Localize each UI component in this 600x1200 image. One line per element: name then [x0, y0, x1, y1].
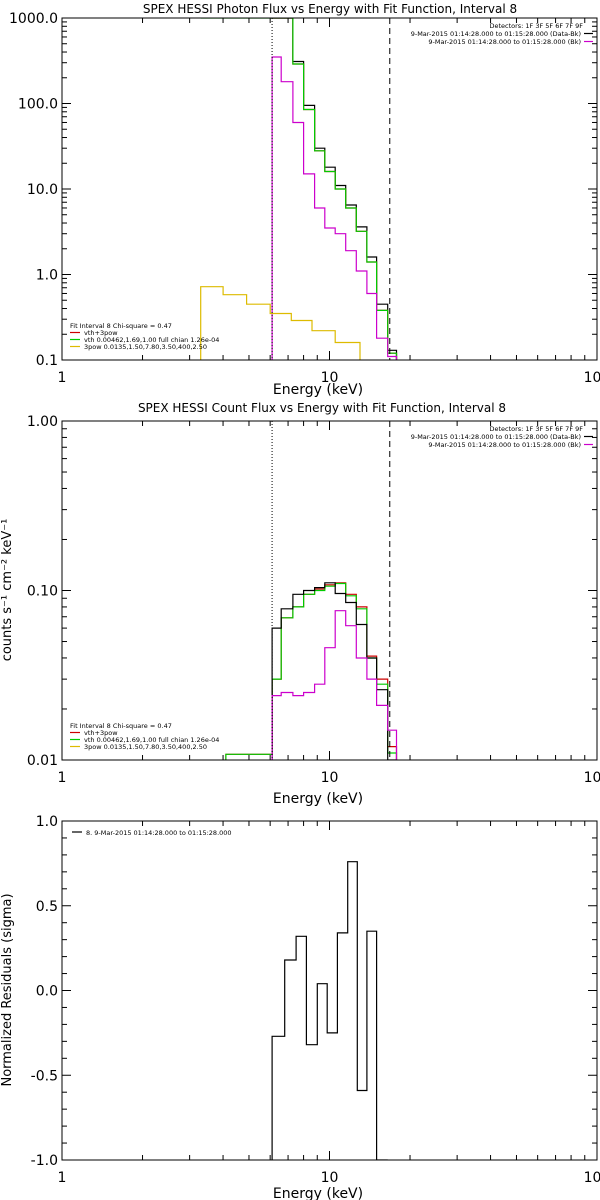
- photon-flux-fit-legend-header: Fit Interval 8 Chi-square = 0.47: [70, 322, 172, 330]
- photon-flux-series-3pow: [200, 286, 361, 360]
- photon-flux-series-data-bk: [272, 18, 398, 360]
- photon-flux-fit-legend-entry: vth+3pow: [84, 329, 118, 337]
- count-flux-y-tick-label: 0.01: [27, 753, 58, 769]
- count-flux-x-tick-label: 1: [58, 770, 67, 786]
- count-flux-x-tick-label: 10: [321, 770, 339, 786]
- count-flux-fit-legend-entry: vth 0.00462,1.69,1.00 full chian 1.26e-0…: [84, 736, 219, 744]
- photon-flux-legend-detectors: Detectors: 1F 3F 5F 6F 7F 9F: [489, 22, 583, 30]
- photon-flux-x-tick-label: 1: [58, 370, 67, 386]
- photon-flux-fit-legend-entry: 3pow 0.0135,1.50,7.80,3.50,400,2.50: [84, 343, 207, 351]
- residuals-x-axis-label: Energy (keV): [273, 1186, 363, 1200]
- residuals-x-tick-label: 10: [321, 1170, 339, 1186]
- photon-flux-panel: SPEX HESSI Photon Flux vs Energy with Fi…: [9, 2, 600, 398]
- count-flux-fit-legend-entry: vth+3pow: [84, 729, 118, 737]
- photon-flux-series-vth: [200, 18, 398, 360]
- count-flux-legend-detectors: Detectors: 1F 3F 5F 6F 7F 9F: [489, 425, 583, 433]
- count-flux-legend-entry: 9-Mar-2015 01:14:28.000 to 01:15:28.000 …: [411, 433, 581, 441]
- count-flux-y-axis-label: counts s⁻¹ cm⁻² keV⁻¹: [0, 519, 15, 662]
- residuals-y-axis-label: Normalized Residuals (sigma): [0, 893, 15, 1086]
- residuals-series-8-9-mar-2015-01-14-28-000-to-01-15-28-000: [271, 861, 388, 1160]
- residuals-y-tick-label: -1.0: [31, 1153, 58, 1169]
- photon-flux-y-tick-label: 10.0: [27, 182, 58, 198]
- photon-flux-y-tick-label: 100.0: [18, 97, 58, 113]
- count-flux-series-data-bk: [271, 582, 397, 760]
- photon-flux-plot-frame: [61, 17, 598, 361]
- residuals-y-tick-label: 0.0: [36, 984, 58, 1000]
- residuals-y-tick-label: 0.5: [36, 899, 58, 915]
- residuals-y-tick-label: -0.5: [31, 1068, 58, 1084]
- residuals-panel: Energy (keV) Normalized Residuals (sigma…: [0, 814, 600, 1200]
- count-flux-panel: SPEX HESSI Count Flux vs Energy with Fit…: [0, 401, 600, 807]
- photon-flux-legend-entry: 9-Mar-2015 01:14:28.000 to 01:15:28.000 …: [411, 30, 581, 38]
- count-flux-y-tick-label: 0.10: [27, 584, 58, 600]
- count-flux-legend-entry: 9-Mar-2015 01:14:28.000 to 01:15:28.000 …: [428, 441, 581, 449]
- photon-flux-legend-entry: 9-Mar-2015 01:14:28.000 to 01:15:28.000 …: [428, 38, 581, 46]
- photon-flux-y-tick-label: 1.0: [36, 268, 58, 284]
- count-flux-y-tick-label: 1.00: [27, 414, 58, 430]
- photon-flux-fit-legend-entry: vth 0.00462,1.69,1.00 full chian 1.26e-0…: [84, 336, 219, 344]
- photon-flux-x-tick-label: 100: [584, 370, 600, 386]
- count-flux-x-axis-label: Energy (keV): [273, 791, 363, 807]
- photon-flux-x-tick-label: 10: [321, 370, 339, 386]
- count-flux-fit-legend-header: Fit Interval 8 Chi-square = 0.47: [70, 722, 172, 730]
- residuals-x-tick-label: 100: [584, 1170, 600, 1186]
- residuals-y-tick-label: 1.0: [36, 814, 58, 830]
- count-flux-series-bk: [271, 610, 398, 760]
- photon-flux-y-tick-label: 0.1: [36, 353, 58, 369]
- photon-flux-y-tick-label: 1000.0: [9, 11, 58, 27]
- count-flux-x-tick-label: 100: [584, 770, 600, 786]
- count-flux-plot-frame: [61, 420, 598, 761]
- count-flux-series-vth: [225, 582, 398, 760]
- photon-flux-series-bk: [271, 56, 398, 360]
- residuals-x-tick-label: 1: [58, 1170, 67, 1186]
- count-flux-title: SPEX HESSI Count Flux vs Energy with Fit…: [138, 401, 506, 415]
- residuals-plot-frame: [61, 820, 598, 1161]
- count-flux-fit-legend-entry: 3pow 0.0135,1.50,7.80,3.50,400,2.50: [84, 743, 207, 751]
- residuals-legend-entry: 8. 9-Mar-2015 01:14:28.000 to 01:15:28.0…: [86, 829, 232, 837]
- photon-flux-title: SPEX HESSI Photon Flux vs Energy with Fi…: [143, 2, 517, 16]
- count-flux-series-vth-3pow: [225, 582, 398, 760]
- photon-flux-series-vth-3pow: [272, 18, 398, 360]
- photon-flux-x-axis-label: Energy (keV): [273, 382, 363, 398]
